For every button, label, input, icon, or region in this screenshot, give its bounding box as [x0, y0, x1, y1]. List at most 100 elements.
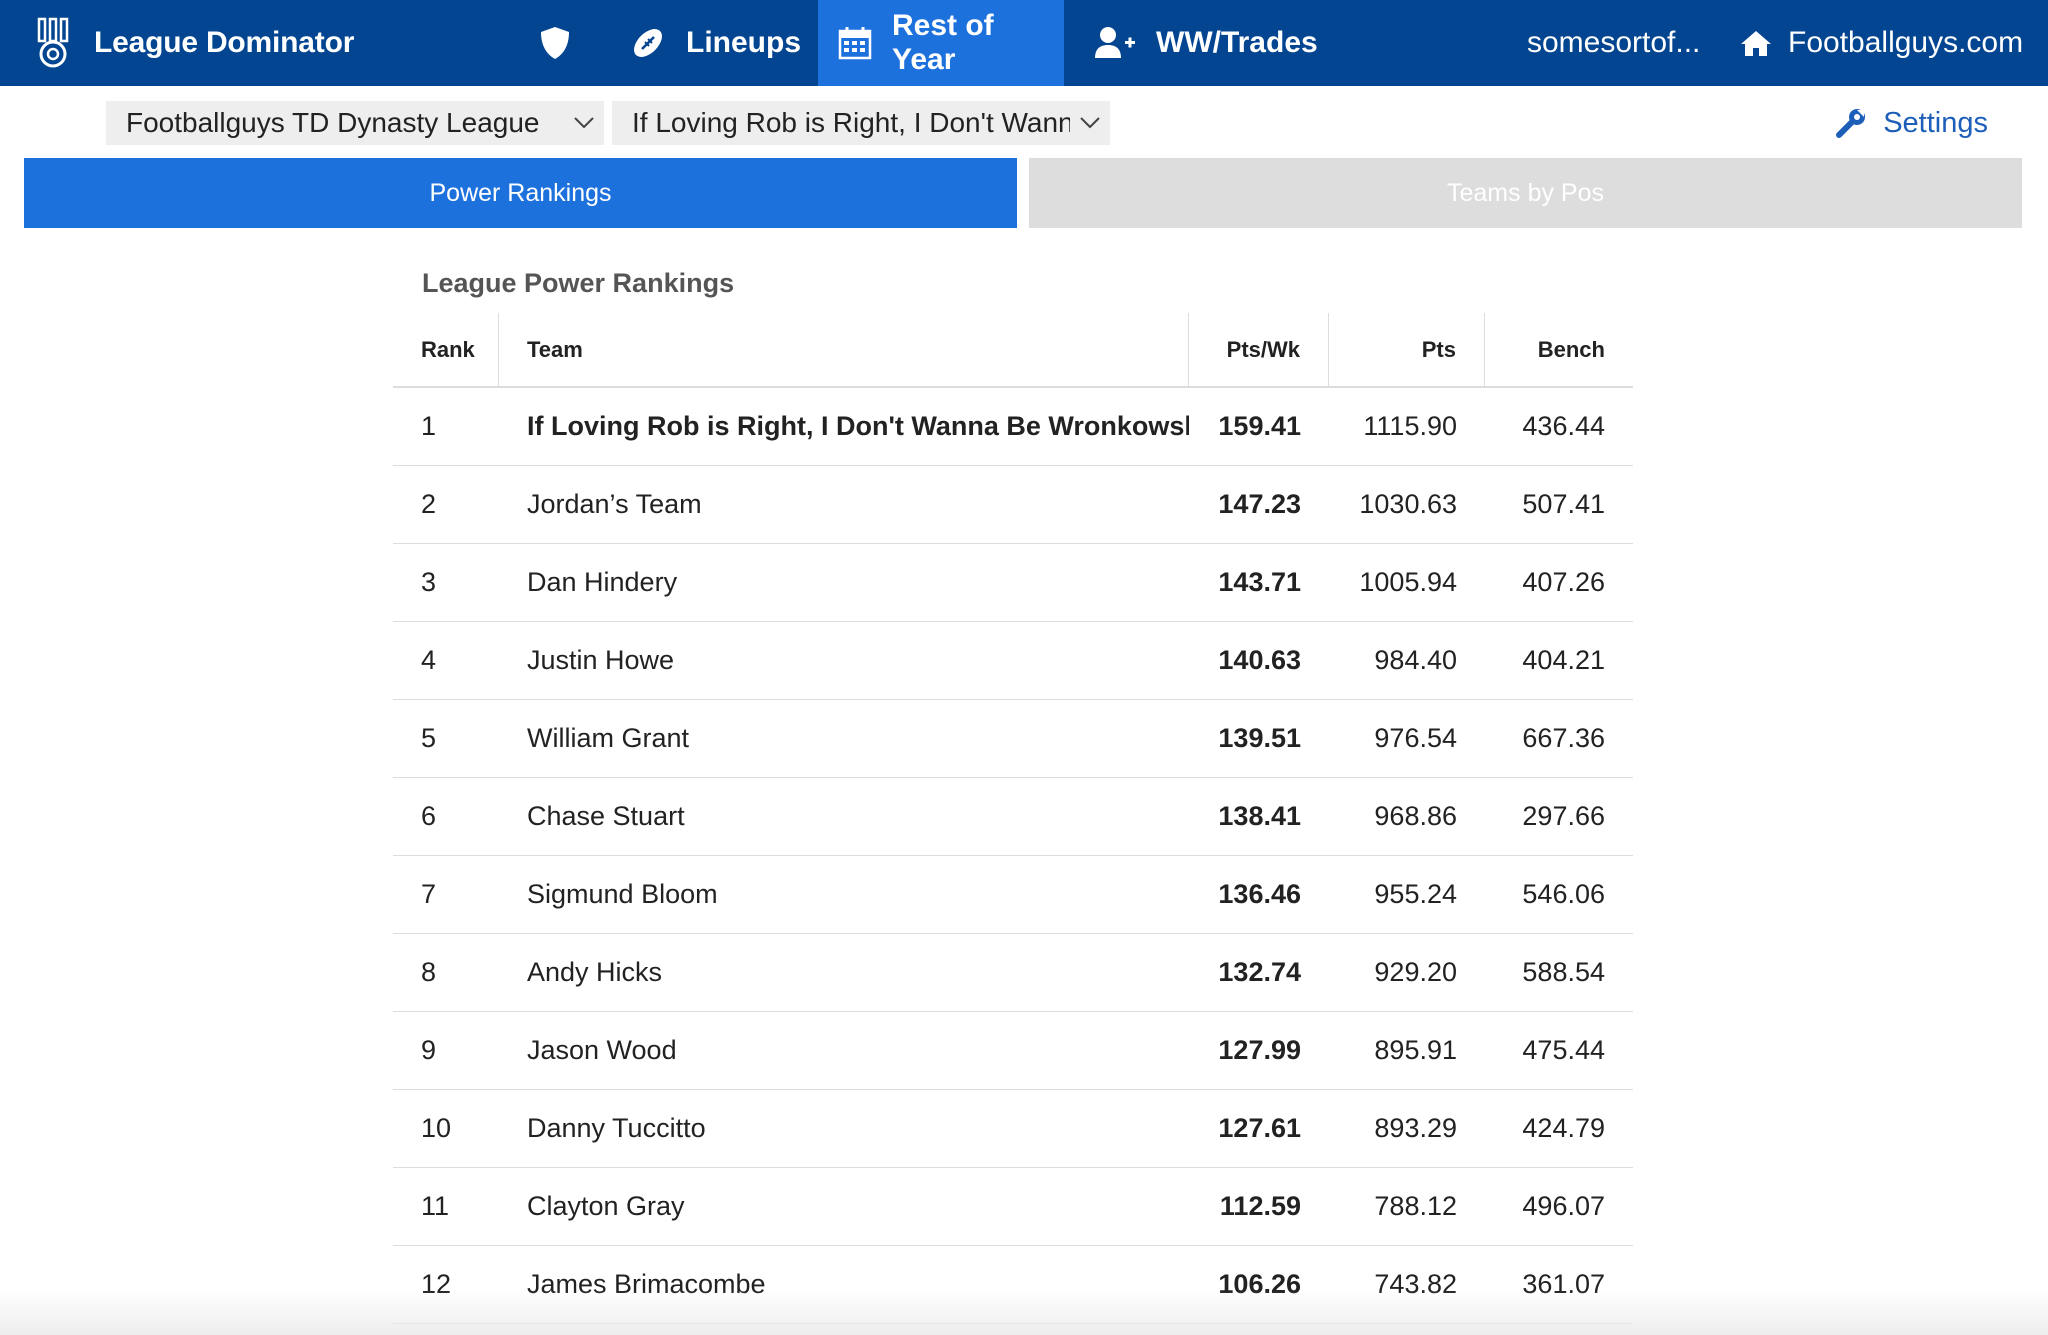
cell-bench: 546.06	[1522, 879, 1605, 909]
table-body: 1 If Loving Rob is Right, I Don't Wanna B…	[393, 388, 1633, 1324]
cell-rank: 2	[421, 489, 437, 519]
home-icon	[1740, 29, 1772, 57]
tab-teams-by-pos-label: Teams by Pos	[1446, 178, 1604, 207]
cell-pts-per-week: 139.51	[1218, 723, 1301, 753]
table-row[interactable]: 9 Jason Wood 127.99 895.91 475.44	[393, 1012, 1633, 1090]
cell-rank: 3	[421, 567, 437, 597]
tab-teams-by-pos[interactable]: Teams by Pos	[1029, 158, 2022, 228]
cell-pts-per-week: 136.46	[1218, 879, 1301, 909]
nav-ww-trades-label: WW/Trades	[1156, 26, 1318, 59]
cell-team[interactable]: Justin Howe	[527, 645, 675, 675]
cell-pts-per-week: 127.99	[1218, 1035, 1301, 1065]
cell-pts-per-week: 147.23	[1218, 489, 1301, 519]
cell-rank: 10	[421, 1113, 452, 1143]
header-pts[interactable]: Pts	[1329, 313, 1485, 387]
table-row[interactable]: 3 Dan Hindery 143.71 1005.94 407.26	[393, 544, 1633, 622]
cell-team[interactable]: Danny Tuccitto	[527, 1113, 706, 1143]
settings-button[interactable]: Settings	[1835, 101, 1988, 145]
cell-pts: 788.12	[1374, 1191, 1457, 1221]
cell-bench: 475.44	[1522, 1035, 1605, 1065]
header-team[interactable]: Team	[499, 313, 1189, 387]
table-header: Rank Team Pts/Wk Pts Bench	[393, 313, 1633, 388]
cell-bench: 424.79	[1522, 1113, 1605, 1143]
cell-team[interactable]: Sigmund Bloom	[527, 879, 718, 909]
table-row[interactable]: 11 Clayton Gray 112.59 788.12 496.07	[393, 1168, 1633, 1246]
cell-bench: 588.54	[1522, 957, 1605, 987]
cell-bench: 404.21	[1522, 645, 1605, 675]
table-row[interactable]: 2 Jordan’s Team 147.23 1030.63 507.41	[393, 466, 1633, 544]
medal-icon	[36, 17, 70, 69]
cell-pts-per-week: 159.41	[1218, 411, 1301, 441]
wrench-icon	[1835, 107, 1867, 139]
cell-rank: 7	[421, 879, 437, 909]
cell-pts-per-week: 140.63	[1218, 645, 1301, 675]
home-label: Footballguys.com	[1788, 26, 2024, 59]
cell-bench: 436.44	[1522, 411, 1605, 441]
table-row[interactable]: 8 Andy Hicks 132.74 929.20 588.54	[393, 934, 1633, 1012]
bottom-fade	[0, 1290, 2048, 1335]
nav-rest-of-year[interactable]: Rest of Year	[818, 0, 1064, 86]
table-row[interactable]: 5 William Grant 139.51 976.54 667.36	[393, 700, 1633, 778]
nav-lineups[interactable]: Lineups	[630, 0, 801, 86]
cell-team[interactable]: Jordan’s Team	[527, 489, 702, 519]
team-select[interactable]: If Loving Rob is Right, I Don't Wanna Be…	[612, 101, 1110, 145]
cell-bench: 667.36	[1522, 723, 1605, 753]
cell-pts: 984.40	[1374, 645, 1457, 675]
cell-team[interactable]: If Loving Rob is Right, I Don't Wanna Be…	[527, 411, 1189, 441]
football-icon	[630, 25, 666, 61]
account-name: somesortof...	[1527, 26, 1701, 59]
nav-rest-of-year-label: Rest of Year	[892, 9, 994, 76]
tab-power-rankings-label: Power Rankings	[429, 178, 612, 207]
cell-rank: 8	[421, 957, 437, 987]
cell-pts: 893.29	[1374, 1113, 1457, 1143]
league-select[interactable]: Footballguys TD Dynasty League	[106, 101, 604, 145]
nav-ww-trades[interactable]: WW/Trades	[1094, 0, 1318, 86]
cell-pts: 1030.63	[1359, 489, 1457, 519]
calendar-icon	[838, 26, 872, 60]
brand-title: League Dominator	[94, 26, 355, 59]
cell-pts-per-week: 143.71	[1218, 567, 1301, 597]
section-title: League Power Rankings	[422, 268, 735, 298]
cell-pts: 976.54	[1374, 723, 1457, 753]
table-row[interactable]: 6 Chase Stuart 138.41 968.86 297.66	[393, 778, 1633, 856]
cell-team[interactable]: William Grant	[527, 723, 690, 753]
nav-lineups-label: Lineups	[686, 26, 802, 59]
home-link[interactable]: Footballguys.com	[1740, 0, 2023, 86]
power-rankings-table: Rank Team Pts/Wk Pts Bench 1 If Loving Ro…	[393, 313, 1633, 1324]
cell-bench: 407.26	[1522, 567, 1605, 597]
cell-bench: 297.66	[1522, 801, 1605, 831]
cell-rank: 11	[421, 1191, 450, 1221]
account-menu[interactable]: somesortof...	[1527, 0, 1700, 86]
team-select-value: If Loving Rob is Right, I Don't Wanna Be…	[632, 107, 1070, 138]
cell-pts-per-week: 112.59	[1219, 1191, 1301, 1221]
table-row[interactable]: 1 If Loving Rob is Right, I Don't Wanna B…	[393, 388, 1633, 466]
cell-bench: 496.07	[1522, 1191, 1605, 1221]
table-row[interactable]: 4 Justin Howe 140.63 984.40 404.21	[393, 622, 1633, 700]
selector-bar: Footballguys TD Dynasty League If Loving…	[0, 86, 2048, 158]
table-row[interactable]: 10 Danny Tuccitto 127.61 893.29 424.79	[393, 1090, 1633, 1168]
cell-pts: 955.24	[1374, 879, 1457, 909]
cell-pts: 968.86	[1374, 801, 1457, 831]
cell-team[interactable]: Dan Hindery	[527, 567, 678, 597]
league-select-value: Footballguys TD Dynasty League	[126, 107, 540, 138]
cell-rank: 5	[421, 723, 437, 753]
cell-team[interactable]: Andy Hicks	[527, 957, 663, 987]
shield-icon	[538, 25, 572, 61]
user-plus-icon	[1094, 26, 1136, 60]
cell-bench: 507.41	[1522, 489, 1605, 519]
header-rank[interactable]: Rank	[393, 313, 499, 387]
tab-power-rankings[interactable]: Power Rankings	[24, 158, 1017, 228]
cell-team[interactable]: Chase Stuart	[527, 801, 685, 831]
cell-rank: 1	[421, 411, 437, 441]
settings-label: Settings	[1883, 106, 1988, 139]
header-bench[interactable]: Bench	[1537, 337, 1605, 362]
nav-shield[interactable]	[538, 0, 572, 86]
brand[interactable]: League Dominator	[36, 0, 354, 86]
cell-team[interactable]: Clayton Gray	[527, 1191, 685, 1221]
cell-pts-per-week: 138.41	[1218, 801, 1301, 831]
header-pts-per-week[interactable]: Pts/Wk	[1189, 313, 1329, 387]
table-row[interactable]: 7 Sigmund Bloom 136.46 955.24 546.06	[393, 856, 1633, 934]
cell-pts-per-week: 132.74	[1218, 957, 1301, 987]
cell-team[interactable]: Jason Wood	[527, 1035, 677, 1065]
chevron-down-icon	[564, 117, 604, 129]
